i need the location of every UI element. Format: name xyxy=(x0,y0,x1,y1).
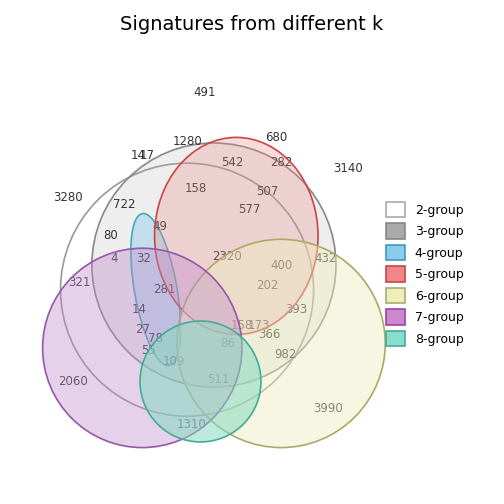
Ellipse shape xyxy=(155,138,318,335)
Text: 27: 27 xyxy=(135,324,150,337)
Text: 3140: 3140 xyxy=(334,162,363,175)
Text: 432: 432 xyxy=(314,252,337,265)
Text: 400: 400 xyxy=(270,259,292,272)
Text: 158: 158 xyxy=(231,319,254,332)
Text: 109: 109 xyxy=(162,355,185,368)
Text: 507: 507 xyxy=(257,184,279,198)
Text: 3990: 3990 xyxy=(313,402,343,415)
Text: 49: 49 xyxy=(153,220,168,233)
Text: 78: 78 xyxy=(148,333,163,345)
Ellipse shape xyxy=(177,239,385,448)
Text: 14: 14 xyxy=(131,149,145,162)
Text: 80: 80 xyxy=(103,229,118,242)
Text: 491: 491 xyxy=(194,86,216,99)
Text: 202: 202 xyxy=(257,279,279,292)
Title: Signatures from different k: Signatures from different k xyxy=(120,15,384,34)
Text: 577: 577 xyxy=(238,203,261,216)
Text: 86: 86 xyxy=(220,337,235,350)
Text: 17: 17 xyxy=(139,149,154,162)
Text: 2320: 2320 xyxy=(213,249,242,263)
Ellipse shape xyxy=(43,248,242,448)
Text: 55: 55 xyxy=(141,344,155,357)
Text: 542: 542 xyxy=(221,156,243,168)
Text: 14: 14 xyxy=(132,303,147,317)
Text: 680: 680 xyxy=(266,131,288,144)
Text: 2060: 2060 xyxy=(58,375,88,388)
Text: 173: 173 xyxy=(247,319,270,332)
Text: 321: 321 xyxy=(69,277,91,289)
Text: 4: 4 xyxy=(110,252,118,265)
Legend: 2-group, 3-group, 4-group, 5-group, 6-group, 7-group, 8-group: 2-group, 3-group, 4-group, 5-group, 6-gr… xyxy=(380,196,470,352)
Ellipse shape xyxy=(140,321,261,442)
Text: 511: 511 xyxy=(207,373,230,386)
Text: 1310: 1310 xyxy=(177,417,207,430)
Text: 3280: 3280 xyxy=(53,192,83,205)
Text: 722: 722 xyxy=(113,198,136,211)
Text: 158: 158 xyxy=(185,182,207,196)
Text: 1280: 1280 xyxy=(172,136,202,148)
Text: 393: 393 xyxy=(286,303,308,317)
Text: 366: 366 xyxy=(258,328,280,341)
Text: 32: 32 xyxy=(136,252,151,265)
Text: 282: 282 xyxy=(270,156,292,168)
Ellipse shape xyxy=(60,163,313,416)
Text: 982: 982 xyxy=(274,348,297,361)
Ellipse shape xyxy=(92,143,336,387)
Text: 281: 281 xyxy=(154,283,176,296)
Ellipse shape xyxy=(131,214,180,366)
